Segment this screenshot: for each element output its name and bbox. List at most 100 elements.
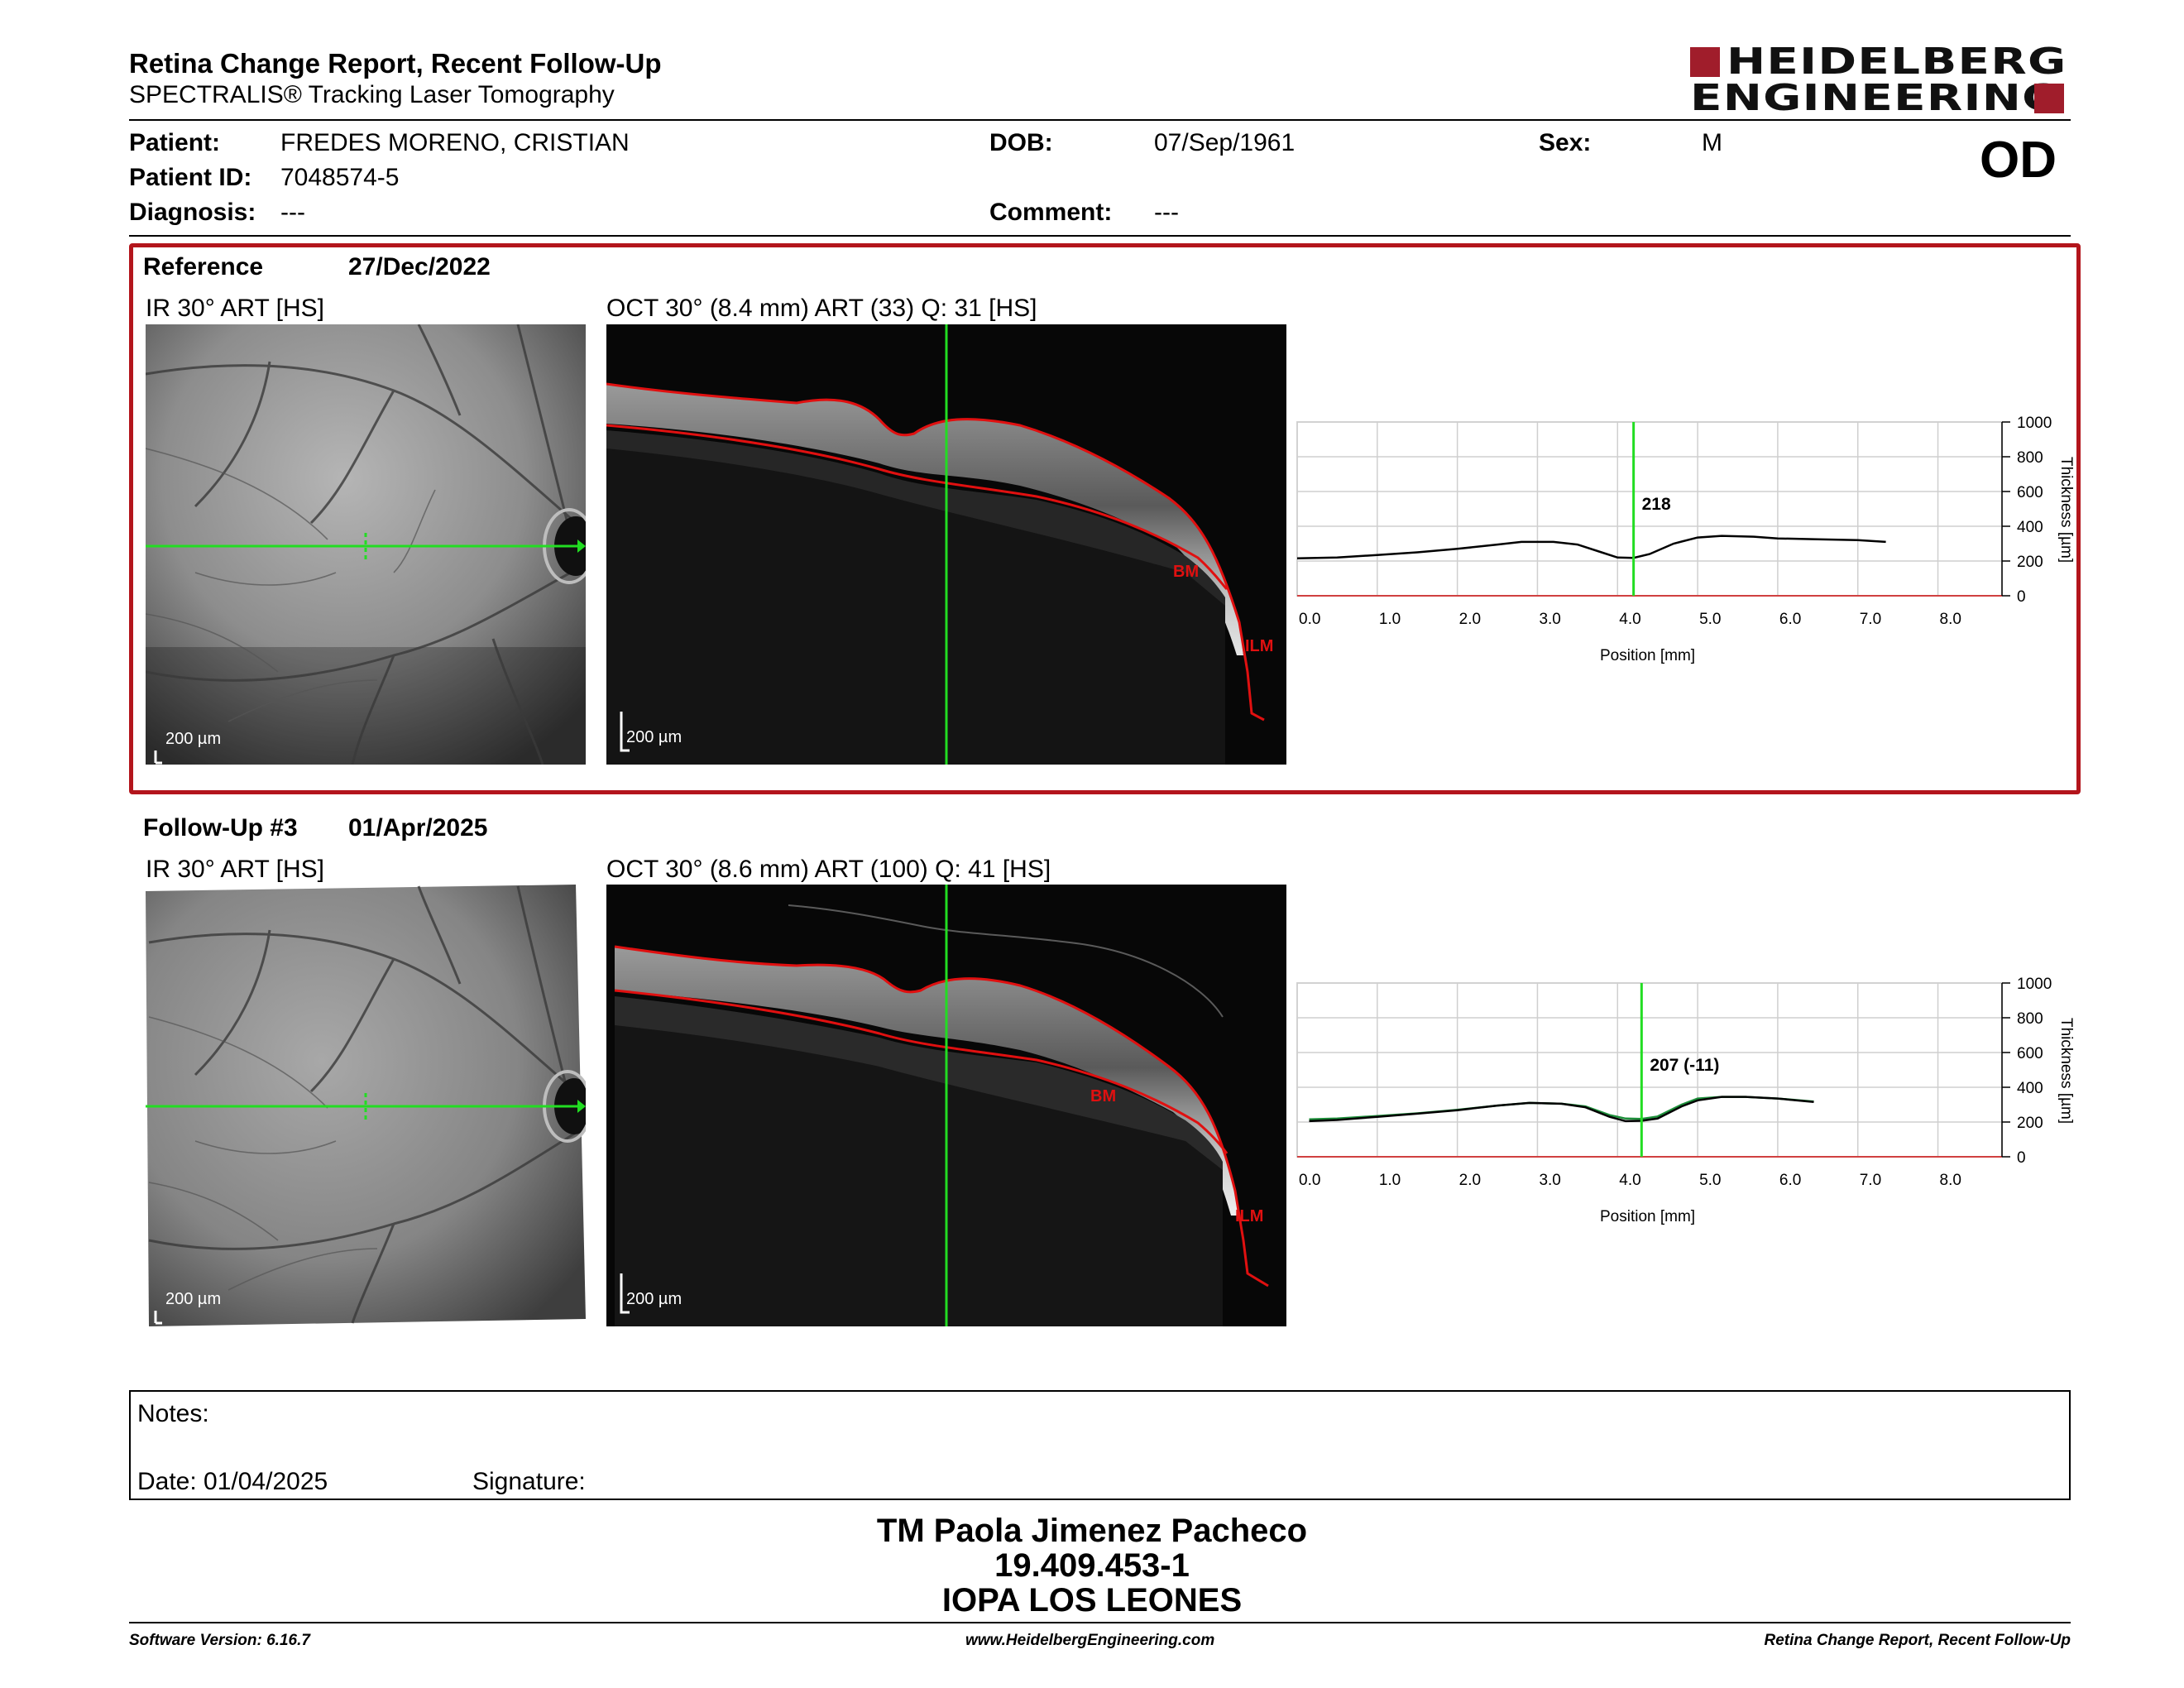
followup-oct-image: BM ILM 200 µm	[606, 885, 1286, 1326]
followup-oct-svg	[614, 885, 1269, 1326]
footer-divider	[129, 1622, 2071, 1623]
notes-date: Date: 01/04/2025	[137, 1468, 328, 1495]
technician-site: IOPA LOS LEONES	[941, 1582, 1243, 1618]
reference-chart-y-tick: 800	[2017, 449, 2043, 467]
diagnosis-label: Diagnosis:	[129, 199, 256, 226]
followup-oct-scale: 200 µm	[626, 1290, 682, 1308]
followup-chart-x-tick: 0.0	[1299, 1172, 1320, 1189]
reference-oct-title: OCT 30° (8.4 mm) ART (33) Q: 31 [HS]	[606, 295, 1037, 322]
followup-chart-x-tick: 1.0	[1379, 1172, 1401, 1189]
dob-value: 07/Sep/1961	[1154, 129, 1296, 156]
followup-thickness-chart: 0.0 1.0 2.0 3.0 4.0 5.0 6.0 7.0 8.0 0 200 400 600 80…	[1296, 976, 2075, 1225]
reference-chart-x-tick: 2.0	[1459, 611, 1481, 628]
reference-chart-x-tick: 7.0	[1860, 611, 1881, 628]
followup-chart-marker-label: 207 (-11)	[1650, 1056, 1719, 1075]
reference-ir-scale: 200 µm	[165, 730, 222, 748]
logo-line-2: ENGINEERING	[1690, 80, 2064, 117]
reference-chart-x-tick: 4.0	[1619, 611, 1640, 628]
footer-url[interactable]: www.HeidelbergEngineering.com	[965, 1632, 1215, 1649]
followup-ir-title: IR 30° ART [HS]	[146, 856, 324, 883]
reference-bm-label: BM	[1173, 563, 1200, 581]
reference-chart-x-label: Position [mm]	[1600, 647, 1695, 664]
report-subtitle: SPECTRALIS® Tracking Laser Tomography	[129, 81, 615, 108]
logo-line-1: HEIDELBERG	[1690, 44, 2066, 80]
reference-chart-y-tick: 0	[2017, 588, 2026, 606]
followup-chart-grid	[1296, 982, 2010, 1158]
followup-chart-y-ticks: 0 200 400 600 800 1000	[2017, 976, 2052, 1167]
reference-chart-x-tick: 8.0	[1940, 611, 1961, 628]
logo-square-icon-2	[2034, 84, 2064, 113]
footer-report: Retina Change Report, Recent Follow-Up	[1764, 1632, 2071, 1649]
followup-chart-y-tick: 0	[2017, 1149, 2026, 1167]
followup-chart-y-tick: 400	[2017, 1080, 2043, 1097]
reference-chart-x-tick: 6.0	[1779, 611, 1801, 628]
reference-chart-x-tick: 1.0	[1379, 611, 1401, 628]
patient-label: Patient:	[129, 129, 221, 156]
footer-software: Software Version: 6.16.7	[129, 1632, 310, 1649]
notes-label: Notes:	[137, 1400, 209, 1427]
reference-fundus-svg	[146, 324, 586, 765]
sex-value: M	[1702, 129, 1722, 156]
header-divider	[129, 119, 2071, 121]
reference-chart-x-tick: 5.0	[1699, 611, 1721, 628]
followup-chart-x-tick: 5.0	[1699, 1172, 1721, 1189]
comment-value: ---	[1154, 199, 1179, 226]
patient-id-label: Patient ID:	[129, 164, 252, 191]
technician-id: 19.409.453-1	[994, 1547, 1190, 1584]
reference-oct-scale: 200 µm	[626, 728, 682, 746]
followup-bm-label: BM	[1090, 1087, 1117, 1105]
reference-chart-series-line	[1296, 535, 1886, 560]
followup-chart-y-tick: 800	[2017, 1010, 2043, 1028]
signature-label: Signature:	[472, 1468, 586, 1495]
reference-chart-y-tick: 200	[2017, 554, 2043, 571]
reference-chart-y-tick: 1000	[2017, 415, 2052, 432]
dob-label: DOB:	[989, 129, 1053, 156]
followup-oct-title: OCT 30° (8.6 mm) ART (100) Q: 41 [HS]	[606, 856, 1051, 883]
reference-section	[129, 243, 2081, 794]
notes-box[interactable]: Notes: Date: 01/04/2025 Signature:	[129, 1390, 2071, 1500]
followup-chart-x-tick: 4.0	[1619, 1172, 1640, 1189]
followup-chart-x-tick: 2.0	[1459, 1172, 1481, 1189]
logo-text-1: HEIDELBERG	[1727, 41, 2067, 83]
followup-chart-x-label: Position [mm]	[1600, 1208, 1695, 1225]
diagnosis-value: ---	[280, 199, 305, 226]
followup-chart-series-line	[1309, 1096, 1814, 1123]
reference-thickness-chart: 0.0 1.0 2.0 3.0 4.0 5.0 6.0 7.0 8.0 0 200 400 600 80…	[1296, 415, 2075, 664]
reference-date: 27/Dec/2022	[348, 253, 491, 281]
followup-chart-x-tick: 8.0	[1940, 1172, 1961, 1189]
followup-chart-y-tick: 1000	[2017, 976, 2052, 993]
reference-label: Reference	[143, 253, 264, 281]
followup-label: Follow-Up #3	[143, 814, 298, 842]
patient-id: 7048574-5	[280, 164, 400, 191]
reference-chart-y-tick: 400	[2017, 519, 2043, 536]
followup-chart-x-tick: 3.0	[1539, 1172, 1560, 1189]
followup-ir-image: 200 µm	[146, 885, 586, 1326]
followup-date: 01/Apr/2025	[348, 814, 488, 842]
reference-chart-y-label: Thickness [µm]	[2057, 457, 2075, 563]
followup-chart-x-tick: 7.0	[1860, 1172, 1881, 1189]
followup-fundus-svg	[146, 885, 586, 1326]
sex-label: Sex:	[1539, 129, 1592, 156]
logo-square-icon	[1690, 47, 1720, 77]
followup-chart-x-ticks: 0.0 1.0 2.0 3.0 4.0 5.0 6.0 7.0 8.0	[1299, 1172, 1961, 1189]
followup-ir-scale: 200 µm	[165, 1290, 222, 1308]
comment-label: Comment:	[989, 199, 1113, 226]
reference-ir-title: IR 30° ART [HS]	[146, 295, 324, 322]
followup-chart-y-tick: 600	[2017, 1045, 2043, 1062]
technician-name: TM Paola Jimenez Pacheco	[876, 1513, 1308, 1549]
reference-chart-x-ticks: 0.0 1.0 2.0 3.0 4.0 5.0 6.0 7.0 8.0	[1299, 611, 1961, 628]
followup-chart-y-tick: 200	[2017, 1115, 2043, 1132]
logo-text-2: ENGINEERING	[1690, 77, 2062, 119]
reference-chart-y-ticks: 0 200 400 600 800 1000	[2017, 415, 2052, 606]
followup-ilm-label: ILM	[1235, 1207, 1264, 1225]
followup-chart-y-label: Thickness [µm]	[2057, 1018, 2075, 1124]
report-title: Retina Change Report, Recent Follow-Up	[129, 48, 662, 79]
reference-ilm-label: ILM	[1245, 637, 1274, 655]
reference-chart-marks	[1296, 422, 1886, 596]
reference-chart-marker-label: 218	[1642, 495, 1671, 514]
patient-divider	[129, 235, 2071, 237]
reference-chart-x-tick: 3.0	[1539, 611, 1560, 628]
reference-chart-x-tick: 0.0	[1299, 611, 1320, 628]
reference-chart-y-tick: 600	[2017, 484, 2043, 501]
eye-label: OD	[1980, 132, 2057, 189]
